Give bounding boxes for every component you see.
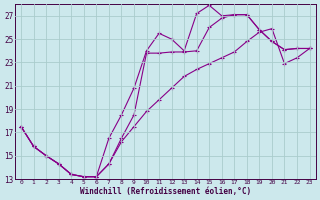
X-axis label: Windchill (Refroidissement éolien,°C): Windchill (Refroidissement éolien,°C): [80, 187, 251, 196]
